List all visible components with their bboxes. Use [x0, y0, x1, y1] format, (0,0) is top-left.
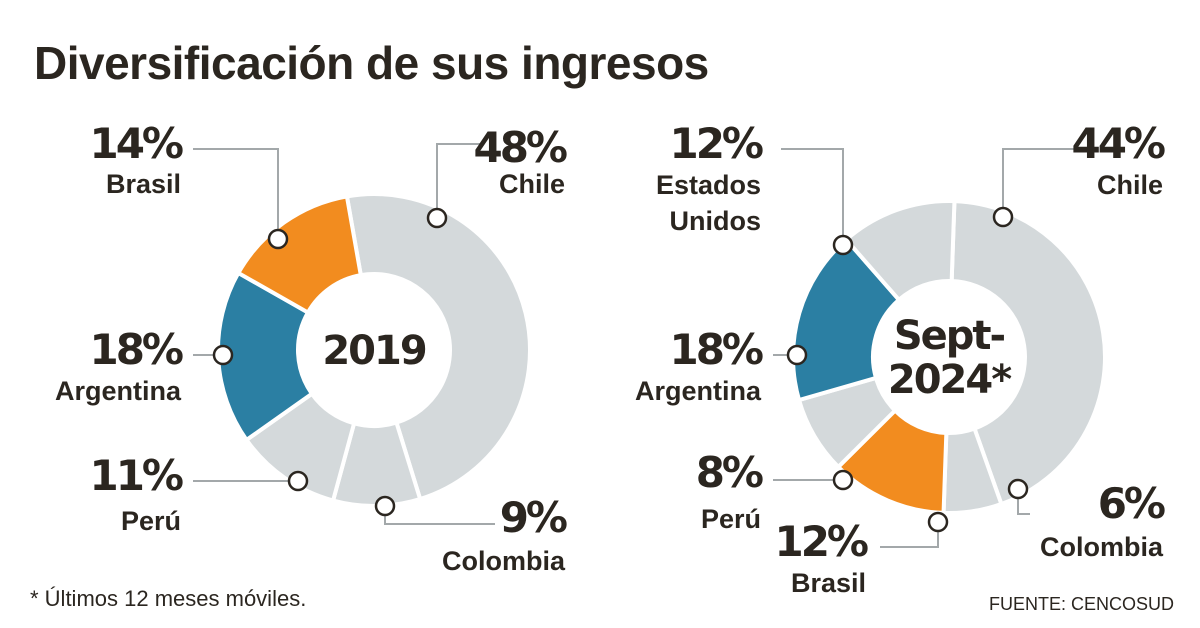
marker-dot-chile	[426, 207, 448, 229]
percent-label-brasil: 12%	[774, 517, 867, 566]
country-label-brasil: Brasil	[791, 568, 866, 598]
center-label: Sept-	[894, 313, 1005, 359]
leader-line-colombia	[384, 506, 495, 525]
country-label-estados-unidos: Unidos	[670, 206, 762, 236]
leader-line-brasil	[193, 148, 279, 239]
percent-label-peru: 11%	[89, 451, 182, 500]
country-label-argentina: Argentina	[635, 376, 762, 406]
marker-dot-brasil	[267, 228, 289, 250]
leader-line-chile	[436, 143, 482, 218]
slice-chile	[344, 192, 532, 502]
center-label: 2024*	[888, 357, 1012, 403]
slice-estados-unidos	[843, 199, 957, 303]
country-label-chile: Chile	[1097, 170, 1163, 200]
country-label-peru: Perú	[121, 506, 181, 536]
center-label: 2019	[322, 328, 425, 374]
source-note: FUENTE: CENCOSUD	[988, 594, 1174, 614]
marker-dot-brasil	[927, 511, 949, 533]
donut-chart-1: 2019 48%Chile 9% Colombia 11% Perú 18%Argentin…	[55, 119, 570, 576]
marker-dot-chile	[992, 206, 1014, 228]
country-label-chile: Chile	[499, 169, 565, 199]
country-label-peru: Perú	[701, 504, 761, 534]
country-label-argentina: Argentina	[55, 376, 182, 406]
donut-chart-2: Sept-2024*44%Chile6%Colombia12%Brasil8%P…	[635, 119, 1168, 598]
marker-dot-argentina	[212, 344, 234, 366]
footnote: * Últimos 12 meses móviles.	[30, 586, 307, 611]
leader-line-estados-unidos	[781, 148, 844, 245]
percent-label-chile: 48%	[473, 123, 566, 172]
marker-dot-colombia	[374, 495, 396, 517]
percent-label-argentina: 18%	[89, 325, 182, 374]
percent-label-brasil: 14%	[89, 119, 182, 168]
marker-dot-colombia	[1007, 478, 1029, 500]
percent-label-estados-unidos: 12%	[669, 119, 762, 168]
percent-label-colombia: 9%	[500, 493, 567, 542]
percent-label-argentina: 18%	[669, 325, 762, 374]
marker-dot-estados-unidos	[832, 234, 854, 256]
leader-line-chile	[1002, 148, 1081, 217]
country-label-brasil: Brasil	[106, 169, 181, 199]
country-label-colombia: Colombia	[442, 546, 566, 576]
marker-dot-peru	[287, 470, 309, 492]
percent-label-colombia: 6%	[1098, 479, 1165, 528]
slice-brasil	[235, 194, 364, 316]
marker-dot-argentina	[786, 344, 808, 366]
country-label-colombia: Colombia	[1040, 532, 1164, 562]
percent-label-chile: 44%	[1071, 119, 1164, 168]
country-label-estados-unidos: Estados	[656, 170, 761, 200]
percent-label-peru: 8%	[696, 448, 763, 497]
slice-chile	[949, 199, 1107, 507]
chart-title: Diversificación de sus ingresos	[34, 37, 709, 89]
marker-dot-peru	[832, 469, 854, 491]
slice-argentina	[216, 270, 315, 443]
